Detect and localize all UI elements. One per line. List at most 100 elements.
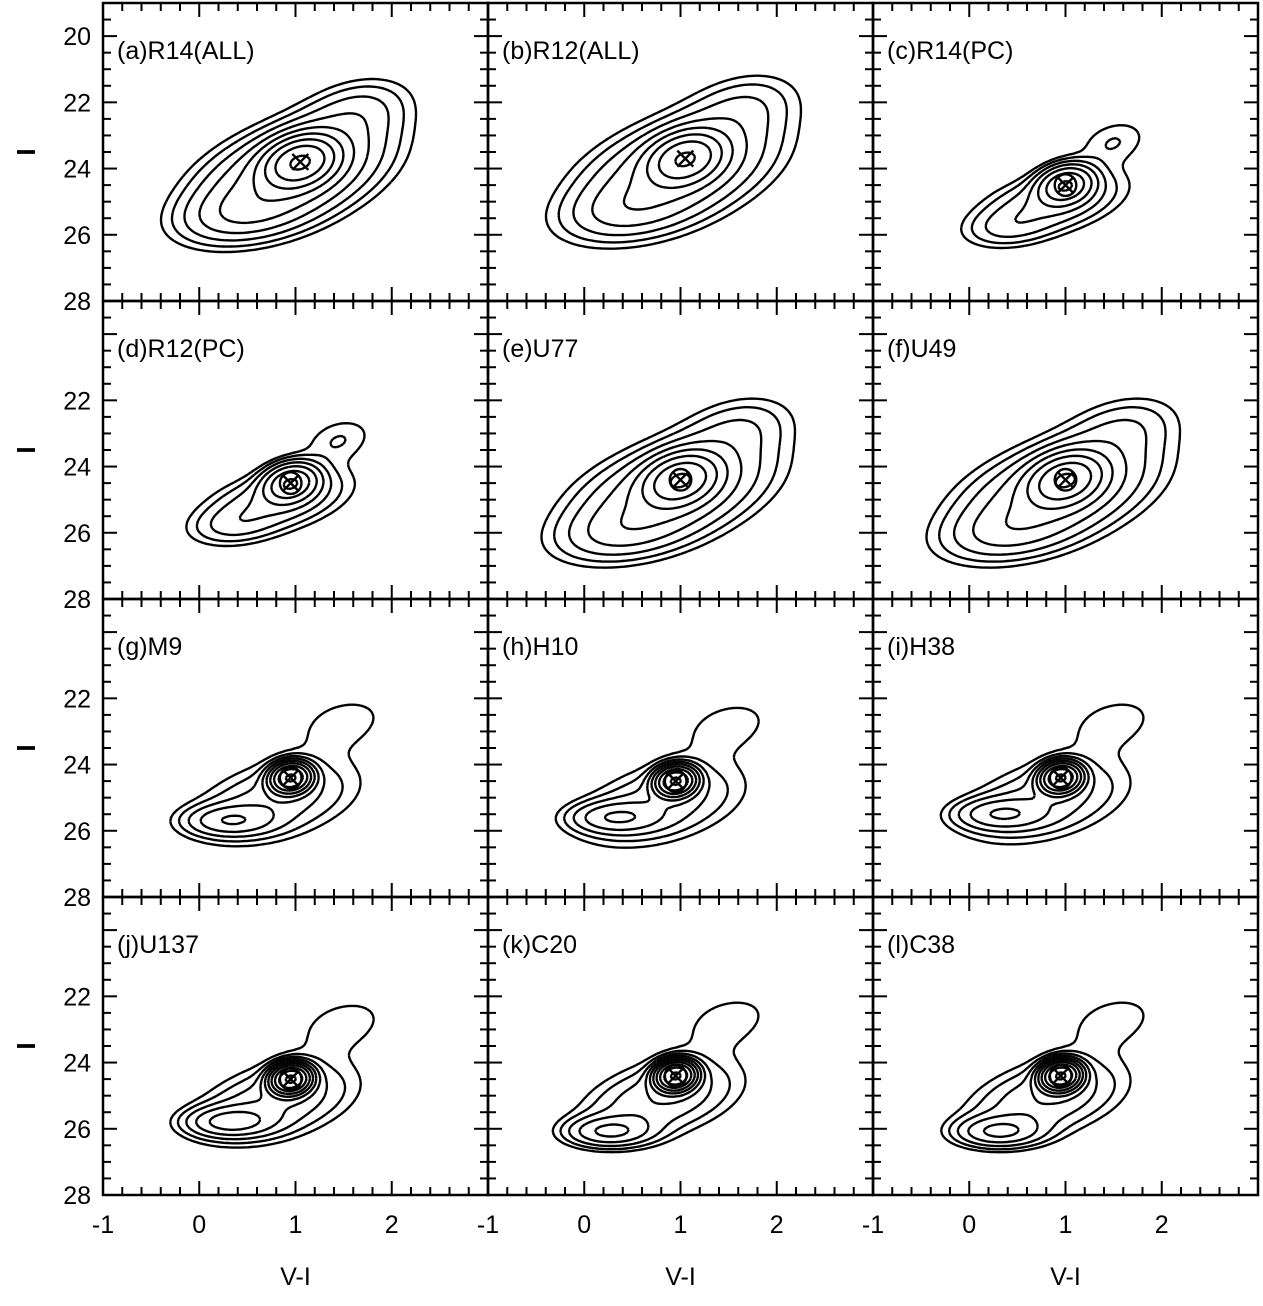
x-tick-label: 2 [385,1211,399,1239]
contour-level-4 [198,112,370,235]
y-tick-label: 26 [63,818,91,846]
contour-lines [940,1001,1145,1154]
panel-label: (a)R14(ALL) [117,37,255,65]
contour-lines [960,124,1141,250]
contour-level-6 [1039,761,1083,795]
contour-level-3 [572,758,711,837]
y-axis-title: I [11,1042,41,1049]
contour-lines [169,1004,375,1149]
panel-label: (i)H38 [887,633,955,661]
y-axis-title: I [11,744,41,751]
contour-level-1 [169,703,375,848]
contour-level-4 [591,117,748,228]
contour-level-6 [252,132,345,202]
contour-level-2 [938,406,1167,563]
x-tick-label: 1 [674,1211,688,1239]
contour-level-6 [1026,454,1104,510]
x-tick-label: 0 [577,1211,591,1239]
contour-level-7 [657,140,713,180]
axis-ticks [872,896,1259,1196]
panel-g: (g)M9 22 24 26 28 I [11,597,490,912]
contour-lines [551,1001,760,1154]
y-tick-label: 28 [63,586,91,614]
contour-level-4 [967,1054,1092,1144]
contour-level-8 [674,151,696,168]
panel-i: (i)H38 [871,597,1260,899]
contour-level-5 [1004,448,1114,531]
peak-marker [278,1067,303,1092]
contour-level-1 [940,1001,1145,1154]
peak-marker [278,471,303,496]
panel-e: (e)U77 [486,299,875,601]
contour-level-5 [982,1056,1088,1138]
peak-marker [1053,173,1078,198]
contour-level-4 [969,757,1090,828]
contour-level-3 [984,159,1107,238]
contour-lines [544,74,803,250]
contour-level-3 [957,754,1096,834]
y-tick-label: 22 [63,685,91,713]
contour-lines [159,77,418,254]
contour-level-2 [170,85,405,248]
y-axis-title: I [11,148,41,155]
axis-ticks [487,896,874,1196]
panel-label: (e)U77 [502,335,578,363]
panel-label: (b)R12(ALL) [502,37,640,65]
contour-level-3 [952,418,1148,556]
contour-level-6 [654,765,698,799]
contour-lines [169,703,375,848]
contour-lines [540,397,797,569]
y-axis-title: I [11,446,41,453]
contour-level-6 [269,761,313,795]
y-tick-label: 22 [63,387,91,415]
panel-l: (l)C38 -1 0 1 2 V-I [862,895,1260,1291]
contour-level-7 [655,1060,696,1092]
contour-level-3 [187,754,326,838]
panel-j: (j)U137 22 24 26 28 I -1 0 1 2 V-I [11,895,490,1291]
axis-ticks [102,2,489,302]
peak-marker [663,1063,688,1088]
contour-level-5 [988,759,1086,821]
peak-marker [676,149,695,168]
axis-ticks [487,2,874,302]
panel-label: (h)H10 [502,633,578,661]
peak-marker [1048,1063,1073,1088]
contour-level-7 [1040,1060,1081,1092]
y-tick-label: 26 [63,222,91,250]
contour-level-5 [262,465,318,507]
contour-level-2 [563,755,729,843]
peak-marker [1048,765,1073,790]
peak-marker [1053,467,1078,492]
x-axis-title: V-I [1050,1263,1081,1291]
y-tick-label: 22 [63,89,91,117]
y-tick-label: 24 [63,752,91,780]
y-tick-label: 28 [63,1182,91,1210]
panel-c: (c)R14(PC) [871,1,1260,303]
panel-label: (k)C20 [502,931,577,959]
contour-level-3 [209,457,333,537]
contour-lines [185,422,366,548]
contour-level-2 [970,137,1122,245]
x-tick-label: 0 [962,1211,976,1239]
x-axis-title: V-I [665,1263,696,1291]
contour-level-1 [554,706,760,849]
contour-lines [925,397,1182,569]
y-tick-label: 26 [63,1116,91,1144]
peak-marker [291,153,310,171]
contour-level-7 [263,138,336,190]
y-tick-label: 24 [63,156,91,184]
contour-level-3 [185,1055,329,1141]
panel-k: (k)C20 -1 0 1 2 V-I [477,895,875,1291]
x-tick-label: 2 [770,1211,784,1239]
contour-level-4 [238,461,325,523]
contour-level-1 [159,77,418,254]
x-tick-label: 0 [192,1211,206,1239]
panel-f: (f)U49 [871,299,1260,601]
contour-level-5 [208,1059,318,1131]
peak-marker [668,467,693,492]
contour-level-2 [557,83,788,244]
contour-level-6 [267,1062,315,1098]
contour-level-3 [956,1052,1098,1148]
panel-b: (b)R12(ALL) [486,1,875,303]
